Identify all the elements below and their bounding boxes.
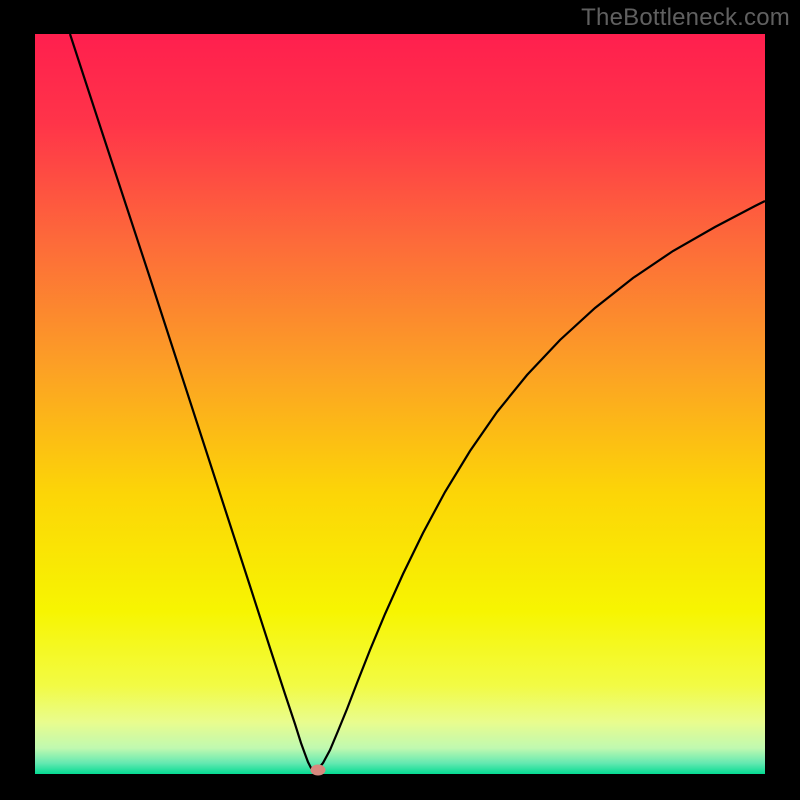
minimum-marker [311,765,326,776]
curve-path [70,34,765,771]
watermark-text: TheBottleneck.com [581,4,790,32]
plot-area [35,34,765,774]
chart-container: TheBottleneck.com [0,0,800,800]
bottleneck-curve [35,34,765,774]
